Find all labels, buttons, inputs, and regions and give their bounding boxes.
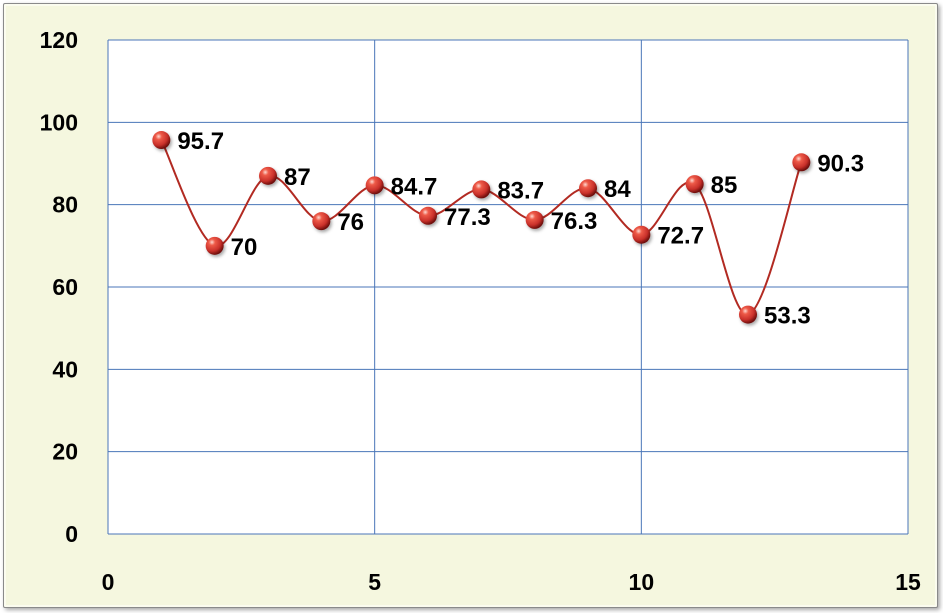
x-tick-label: 5: [368, 569, 381, 595]
data-point: [685, 175, 704, 194]
y-tick-label: 120: [40, 27, 78, 53]
data-point: [259, 166, 277, 185]
data-point: [312, 212, 331, 231]
data-label: 77.3: [444, 204, 491, 231]
y-tick-label: 100: [40, 109, 78, 135]
data-label: 84.7: [391, 173, 438, 200]
data-point: [579, 179, 597, 198]
data-point: [632, 225, 651, 244]
data-label: 87: [284, 164, 311, 191]
y-tick-label: 0: [65, 521, 78, 547]
data-point: [419, 206, 437, 225]
data-point: [205, 236, 224, 255]
data-labels: 95.7 70 87 76 84.777.383.7 76.384 72.7 85 53.3 90…: [177, 128, 864, 330]
x-tick-label: 10: [629, 569, 655, 595]
data-point: [525, 210, 544, 229]
data-label: 84: [604, 176, 631, 203]
y-tick-label: 80: [52, 192, 78, 218]
data-point: [152, 131, 171, 150]
data-point: [472, 180, 491, 199]
data-point: [365, 176, 384, 195]
data-label: 95.7: [177, 128, 224, 155]
data-label: 70: [231, 234, 258, 261]
data-point: [792, 153, 811, 172]
data-label: 72.7: [657, 223, 704, 250]
x-tick-label: 0: [102, 569, 115, 595]
y-tick-label: 40: [52, 356, 78, 382]
series-markers: [152, 131, 811, 324]
data-label: 83.7: [497, 177, 544, 204]
data-label: 90.3: [817, 150, 864, 177]
data-point: [739, 305, 757, 324]
x-axis-ticks: 0 5 10 15: [102, 569, 921, 595]
y-tick-label: 60: [52, 274, 78, 300]
data-label: 76: [337, 209, 364, 236]
data-label: 76.3: [551, 208, 598, 235]
y-tick-label: 20: [52, 439, 78, 465]
y-axis-ticks: 0 20 40 60 80 100 120: [40, 27, 78, 547]
data-label: 53.3: [764, 303, 811, 330]
data-label: 85: [711, 172, 738, 199]
gridlines: [107, 39, 909, 535]
x-tick-label: 15: [895, 569, 921, 595]
